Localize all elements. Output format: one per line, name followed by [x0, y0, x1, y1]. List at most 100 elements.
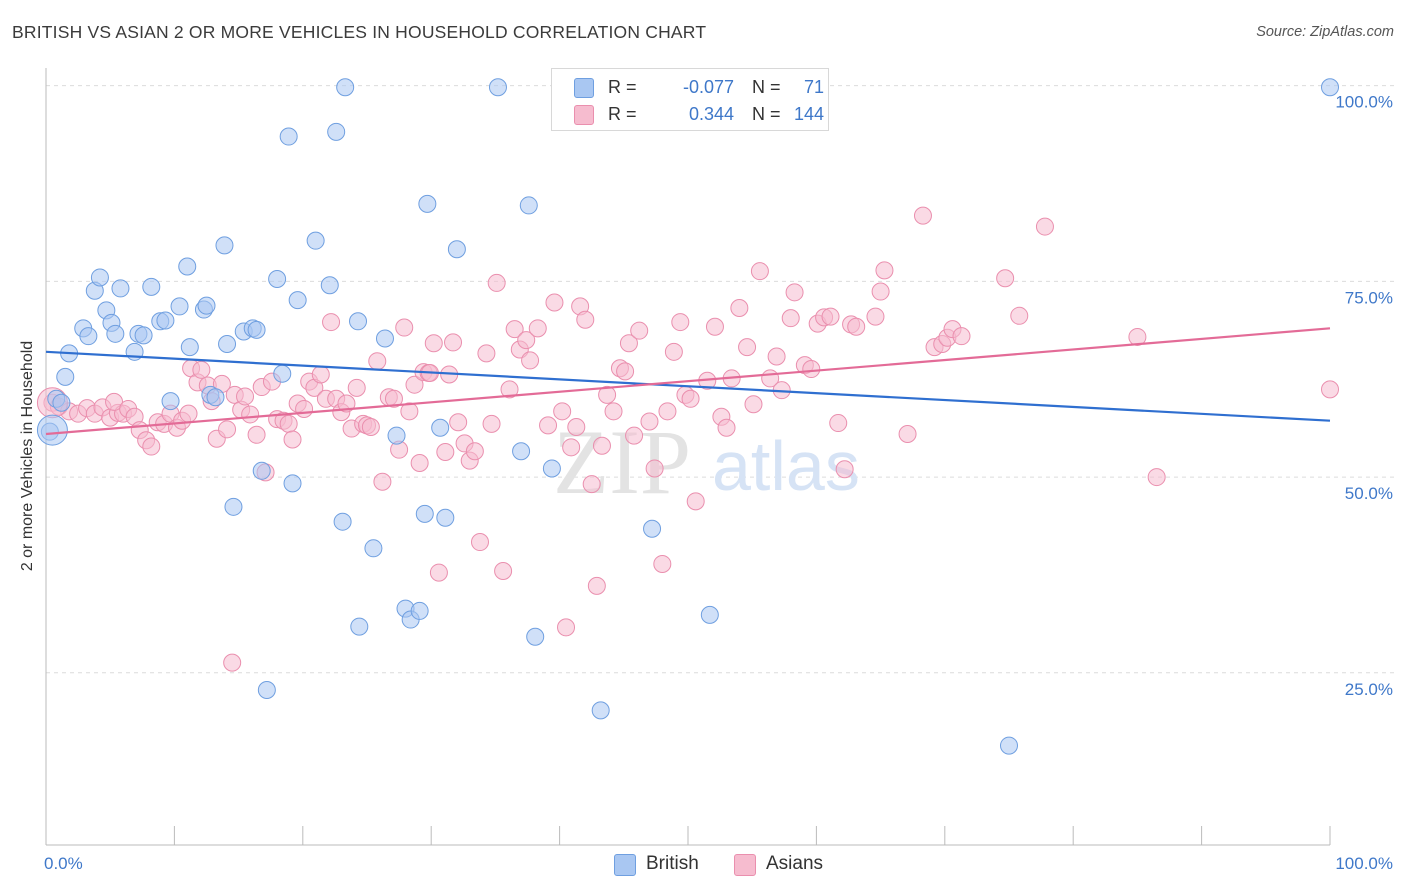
asians-n-label: N = — [752, 104, 781, 124]
watermark: ZIP atlas — [553, 411, 860, 513]
asians-point-76 — [465, 442, 484, 461]
british-point-20 — [170, 297, 189, 316]
british-point-66 — [1000, 736, 1018, 755]
series-legend: British Asians — [0, 852, 1406, 878]
british-point-6 — [79, 327, 98, 346]
asians-point-77 — [470, 533, 489, 552]
asians-point-87 — [528, 319, 547, 338]
british-point-36 — [273, 364, 292, 383]
asians-swatch — [574, 105, 594, 125]
asians-point-80 — [487, 273, 506, 292]
british-point-28 — [218, 334, 237, 353]
asians-point-79 — [482, 414, 501, 433]
british-point-56 — [436, 508, 455, 527]
british-point-19 — [161, 392, 180, 411]
asians-point-48 — [322, 313, 341, 332]
asians-point-72 — [444, 333, 463, 352]
asians-point-92 — [562, 438, 581, 457]
asians-point-151 — [1128, 327, 1147, 346]
british-r-value: -0.077 — [682, 77, 734, 97]
asians-point-29 — [218, 420, 237, 439]
asians-point-120 — [730, 298, 749, 317]
asians-point-122 — [744, 395, 763, 414]
asians-point-60 — [384, 389, 403, 408]
asians-trend-line — [45, 327, 1331, 436]
british-point-46 — [350, 617, 369, 636]
asians-point-105 — [630, 321, 649, 340]
asians-point-150 — [1035, 217, 1054, 236]
british-point-47 — [364, 539, 383, 558]
x-tick-label-0: 0.0% — [44, 854, 83, 873]
british-point-64 — [643, 519, 662, 538]
british-swatch — [574, 78, 594, 98]
asians-point-102 — [616, 362, 635, 381]
asians-point-130 — [802, 360, 821, 379]
british-point-43 — [333, 512, 352, 531]
asians-point-103 — [619, 334, 638, 353]
asians-point-70 — [436, 443, 455, 462]
british-point-52 — [410, 601, 429, 620]
tick-labels: 25.0% 50.0% 75.0% 100.0% 0.0% 100.0% — [44, 93, 1393, 873]
asians-legend-label: Asians — [766, 853, 824, 874]
asians-point-46 — [311, 365, 330, 384]
asians-point-125 — [767, 347, 786, 366]
british-point-22 — [180, 338, 199, 357]
asians-point-137 — [847, 317, 866, 336]
british-point-16 — [142, 277, 161, 296]
asians-point-56 — [361, 417, 380, 436]
asians-point-134 — [829, 414, 848, 433]
asians-point-140 — [875, 261, 894, 280]
british-point-55 — [431, 418, 450, 437]
british-point-8 — [90, 268, 109, 287]
asians-point-90 — [553, 402, 572, 421]
asians-point-110 — [664, 342, 683, 361]
british-cluster-point-0 — [36, 414, 68, 446]
asians-point-81 — [494, 562, 513, 581]
british-point-34 — [257, 681, 276, 699]
british-trend-line — [45, 350, 1331, 422]
british-r-label: R = — [608, 77, 637, 97]
asians-point-51 — [337, 394, 356, 413]
asians-point-98 — [592, 436, 611, 455]
asians-point-114 — [686, 492, 705, 511]
british-point-53 — [415, 504, 434, 523]
asians-point-113 — [681, 389, 700, 408]
asians-point-111 — [671, 313, 690, 332]
asians-point-64 — [405, 375, 424, 394]
asians-point-97 — [587, 576, 606, 595]
asians-point-139 — [871, 282, 890, 301]
asians-point-96 — [582, 475, 601, 494]
asians-point-15 — [142, 437, 161, 456]
asians-point-91 — [557, 618, 576, 637]
x-tick-label-1: 100.0% — [1335, 854, 1393, 873]
asians-point-63 — [400, 402, 419, 421]
asians-point-40 — [279, 414, 298, 433]
asians-point-138 — [866, 307, 885, 326]
british-point-61 — [526, 627, 545, 646]
asians-point-123 — [750, 262, 769, 281]
asians-point-116 — [705, 317, 724, 336]
asians-point-100 — [604, 402, 623, 421]
y-tick-label-1: 50.0% — [1345, 484, 1393, 503]
asians-point-10 — [105, 392, 124, 411]
asians-legend-swatch — [734, 854, 756, 876]
asians-point-153 — [1321, 380, 1339, 399]
asians-point-73 — [449, 413, 468, 432]
british-point-35 — [268, 270, 287, 289]
british-point-49 — [387, 426, 406, 445]
asians-point-106 — [640, 412, 659, 431]
british-point-3 — [56, 367, 75, 386]
asians-point-86 — [521, 351, 540, 370]
british-point-38 — [283, 474, 302, 493]
asians-point-128 — [785, 283, 804, 302]
british-point-59 — [512, 442, 531, 461]
asians-point-43 — [295, 399, 314, 418]
asians-point-69 — [429, 563, 448, 582]
asians-point-154 — [223, 653, 242, 672]
british-point-57 — [447, 240, 466, 259]
asians-point-89 — [545, 293, 564, 312]
asians-point-95 — [576, 310, 595, 329]
asians-point-133 — [821, 307, 840, 326]
british-n-label: N = — [752, 77, 781, 97]
asians-point-149 — [1010, 306, 1029, 325]
